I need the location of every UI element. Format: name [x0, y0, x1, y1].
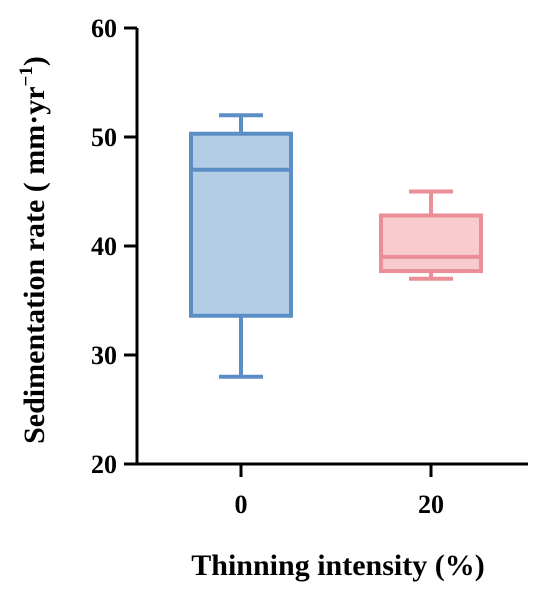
- y-ticks: 20 30 40 50 60: [91, 14, 137, 479]
- x-tick-label: 20: [418, 490, 444, 519]
- box-iqr: [379, 213, 483, 274]
- y-tick-label: 50: [91, 123, 117, 152]
- y-axis-title: Sedimentation rate ( mm·yr−1): [16, 56, 51, 444]
- y-tick-label: 30: [91, 341, 117, 370]
- box-group-20: [379, 189, 483, 281]
- x-tick-label: 0: [235, 490, 248, 519]
- boxes-layer: [189, 113, 483, 379]
- x-ticks: 0 20: [235, 464, 444, 519]
- box-iqr: [189, 131, 293, 318]
- y-axis-title-superscript: −1: [16, 66, 37, 86]
- y-axis-title-main: Sedimentation rate ( mm·yr: [18, 86, 51, 443]
- y-tick-label: 20: [91, 450, 117, 479]
- y-tick-label: 60: [91, 14, 117, 43]
- y-tick-label: 40: [91, 232, 117, 261]
- box-group-0: [189, 113, 293, 379]
- y-axis-title-close: ): [18, 56, 51, 66]
- x-axis-title: Thinning intensity (%): [191, 549, 484, 582]
